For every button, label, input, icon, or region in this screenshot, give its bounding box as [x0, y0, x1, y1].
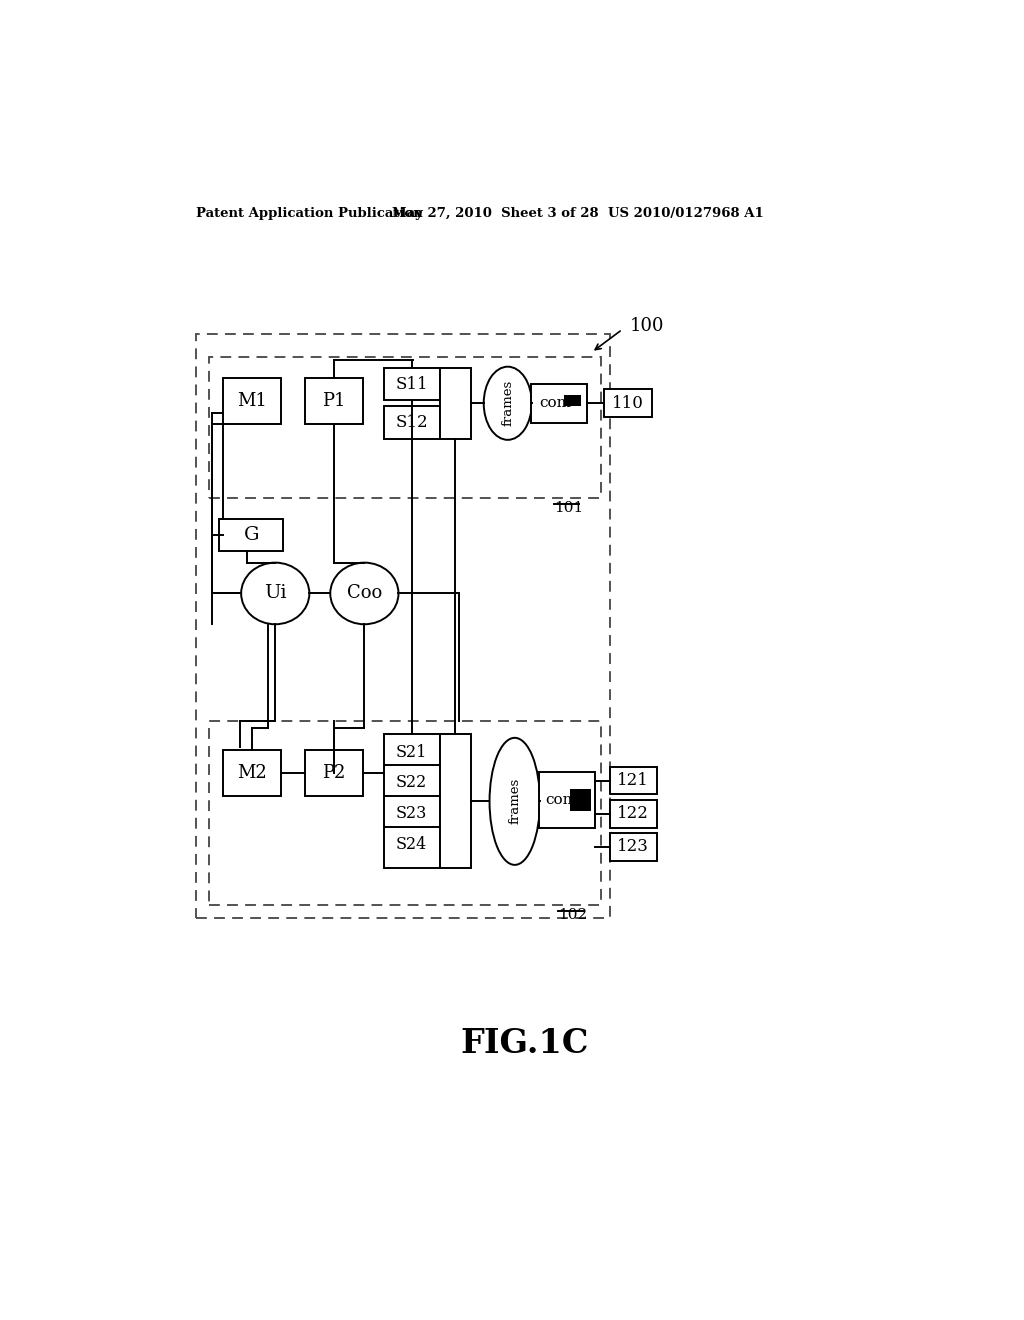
Text: frames: frames: [508, 779, 521, 825]
Bar: [539, 772, 595, 828]
Text: com: com: [539, 396, 570, 411]
Text: Patent Application Publication: Patent Application Publication: [197, 207, 423, 220]
Text: S23: S23: [396, 805, 427, 822]
Text: May 27, 2010  Sheet 3 of 28: May 27, 2010 Sheet 3 of 28: [391, 207, 598, 220]
Ellipse shape: [483, 367, 531, 440]
Ellipse shape: [489, 738, 540, 865]
Bar: [209, 721, 601, 906]
Bar: [384, 407, 439, 438]
Bar: [222, 750, 281, 796]
Bar: [219, 519, 283, 552]
Bar: [610, 767, 656, 795]
Bar: [610, 800, 656, 828]
Text: S24: S24: [396, 836, 427, 853]
Text: S22: S22: [396, 775, 427, 792]
Text: M2: M2: [237, 764, 266, 781]
Text: US 2010/0127968 A1: US 2010/0127968 A1: [608, 207, 764, 220]
Text: frames: frames: [502, 380, 514, 426]
Text: S21: S21: [396, 743, 427, 760]
Bar: [604, 389, 652, 417]
Bar: [610, 833, 656, 861]
Bar: [563, 395, 581, 405]
Text: Coo: Coo: [347, 585, 382, 602]
Bar: [305, 750, 362, 796]
Bar: [439, 734, 471, 869]
Bar: [197, 334, 610, 917]
Text: S11: S11: [395, 375, 428, 392]
Bar: [305, 378, 362, 424]
Bar: [384, 734, 439, 869]
Text: FIG.1C: FIG.1C: [461, 1027, 589, 1060]
Bar: [569, 789, 592, 810]
Bar: [439, 368, 471, 438]
Ellipse shape: [331, 562, 398, 624]
Text: G: G: [244, 525, 259, 544]
Bar: [384, 368, 439, 400]
Text: 101: 101: [554, 502, 584, 515]
Bar: [209, 358, 601, 498]
Text: S12: S12: [395, 414, 428, 432]
Text: 110: 110: [612, 395, 644, 412]
Text: P2: P2: [323, 764, 345, 781]
Text: 122: 122: [617, 805, 649, 822]
Bar: [531, 384, 587, 422]
Text: M1: M1: [237, 392, 266, 411]
Text: Ui: Ui: [264, 585, 287, 602]
Text: com: com: [545, 793, 577, 807]
Text: 123: 123: [617, 838, 649, 855]
Text: 100: 100: [630, 317, 665, 335]
Text: 121: 121: [617, 772, 649, 789]
Text: P1: P1: [322, 392, 345, 411]
Ellipse shape: [241, 562, 309, 624]
Bar: [222, 378, 281, 424]
Text: 102: 102: [558, 908, 588, 923]
